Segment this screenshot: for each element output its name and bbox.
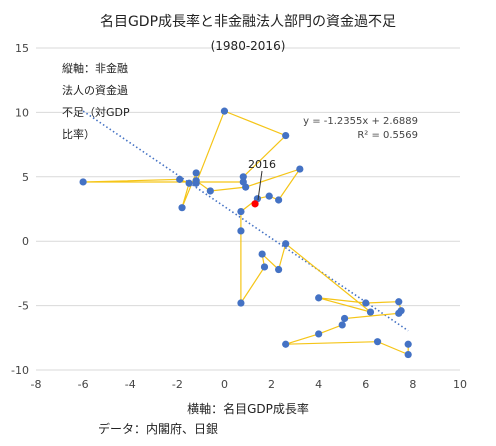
x-tick-label: 4 — [315, 378, 322, 391]
data-point — [373, 338, 382, 346]
x-tick-label: 10 — [453, 378, 467, 391]
ylabel-line: 不足（対GDP — [62, 105, 130, 119]
data-point — [296, 165, 304, 173]
y-tick-label: 0 — [22, 235, 29, 248]
ylabel-line: 縦軸：非金融 — [62, 61, 128, 75]
connector-lines — [83, 110, 409, 356]
x-tick-label: -2 — [172, 378, 183, 391]
data-point — [239, 173, 247, 181]
data-point — [362, 299, 370, 307]
ylabel-line: 比率） — [62, 127, 95, 141]
y-tick-label: 5 — [22, 171, 29, 184]
data-point — [192, 179, 200, 187]
trendline-layer — [82, 110, 409, 332]
x-tick-label: -6 — [78, 378, 89, 391]
data-points — [79, 107, 412, 359]
data-point — [258, 250, 266, 258]
data-point — [220, 107, 229, 115]
data-point — [206, 187, 214, 195]
data-point-2016 — [251, 200, 259, 208]
chart-title: 名目GDP成長率と非金融法人部門の資金過不足 — [100, 13, 396, 30]
data-point — [79, 178, 87, 186]
y-tick-label: 10 — [15, 106, 29, 119]
trendline-r2: R² = 0.5569 — [357, 130, 418, 141]
data-point — [237, 299, 245, 307]
data-point — [282, 131, 290, 140]
data-point — [315, 330, 323, 338]
data-point — [315, 294, 323, 302]
data-point — [176, 175, 184, 183]
x-tick-label: 8 — [409, 378, 416, 391]
data-point — [265, 192, 273, 200]
data-point — [282, 340, 290, 348]
data-point — [395, 298, 403, 306]
data-point — [275, 196, 283, 204]
data-point — [282, 240, 290, 248]
data-point — [338, 321, 346, 329]
data-point — [260, 263, 269, 271]
x-tick-label: 0 — [221, 378, 228, 391]
chart-subtitle: (1980-2016) — [211, 39, 286, 53]
data-point — [239, 178, 247, 186]
data-point — [192, 169, 200, 177]
x-tick-label: 2 — [268, 378, 275, 391]
y-axis-ticks: -10 -5 0 5 10 15 — [11, 42, 29, 377]
data-point — [404, 350, 412, 359]
data-point — [237, 207, 245, 216]
data-point — [185, 179, 193, 187]
data-point — [178, 204, 186, 212]
point-annotation-2016: 2016 — [248, 158, 276, 171]
data-point — [340, 314, 349, 323]
x-tick-label: -4 — [125, 378, 136, 391]
y-axis-description: 縦軸：非金融 法人の資金過 不足（対GDP 比率） — [62, 61, 130, 141]
x-axis-ticks: -8 -6 -4 -2 0 2 4 6 8 10 — [31, 378, 467, 391]
connector-line — [83, 110, 409, 356]
data-point — [397, 307, 405, 315]
data-point — [237, 227, 245, 235]
x-axis-label: 横軸：名目GDP成長率 — [187, 401, 309, 416]
data-source: データ：内閣府、日銀 — [98, 421, 218, 436]
y-tick-label: -10 — [11, 364, 29, 377]
x-tick-label: -8 — [31, 378, 42, 391]
ylabel-line: 法人の資金過 — [62, 83, 128, 97]
y-tick-label: 15 — [15, 42, 29, 55]
gridlines — [36, 47, 460, 371]
data-point — [275, 265, 283, 274]
trendline — [82, 110, 409, 332]
trendline-equation: y = -1.2355x + 2.6889 — [303, 116, 418, 127]
data-point — [366, 308, 375, 316]
data-point — [404, 340, 412, 348]
annotation-leader-line — [257, 170, 263, 201]
y-tick-label: -5 — [18, 300, 29, 313]
x-tick-label: 6 — [362, 378, 369, 391]
